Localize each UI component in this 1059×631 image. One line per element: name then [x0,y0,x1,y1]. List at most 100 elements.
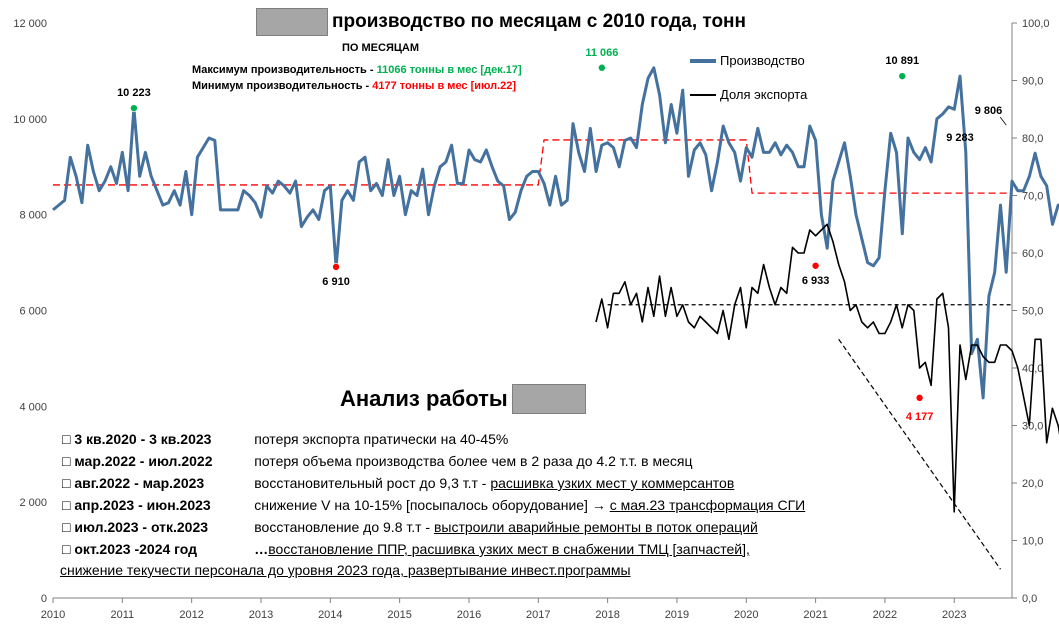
analysis-bullet: □ [62,431,71,447]
analysis-text: потеря экспорта пратически на 40-45% [254,431,509,447]
export-share-series-line [595,223,1059,513]
max-stat-value: 11066 тонны в мес [дек.17] [376,64,522,76]
redacted-company-name [256,8,328,36]
y-left-tick-label: 6 000 [19,306,47,318]
x-tick-label: 2010 [41,609,65,621]
y-left-tick-label: 8 000 [19,210,47,222]
legend-production-swatch [690,58,716,63]
analysis-bullet: □ [62,475,71,491]
analysis-text: снижение V на 10-15% [посыпалось оборудо… [254,497,606,513]
y-right-tick-label: 70,0 [1022,191,1043,203]
y-right-tick-label: 80,0 [1022,133,1043,145]
analysis-item-2: □ мар.2022 - июл.2022 потеря объема прои… [62,453,692,469]
analysis-bullet: □ [62,541,71,557]
production-series-line [52,66,1059,400]
analysis-period: апр.2023 - июн.2023 [74,497,211,513]
x-tick-label: 2021 [803,609,827,621]
analysis-text: восстановительный рост до 9,3 т.т - [254,475,487,491]
y-right-tick-label: 90,0 [1022,76,1043,88]
data-point-label: 10 223 [117,87,151,99]
data-point-label: 4 177 [906,411,934,423]
analysis-period: мар.2022 - июл.2022 [74,453,213,469]
y-right-tick-label: 0,0 [1022,593,1037,605]
min-stat-label: Минимум производительность - [192,80,370,92]
max-stat: Максимум производительность - 11066 тонн… [192,64,522,76]
analysis-heading: Анализ работы [340,384,586,414]
analysis-link: выстроили аварийные ремонты в поток опер… [433,519,758,535]
y-right-tick-label: 20,0 [1022,478,1043,490]
chart-subtitle: ПО МЕСЯЦАМ [342,42,420,54]
data-point-label: 9 283 [946,132,974,144]
analysis-period: окт.2023 -2024 год [74,541,198,557]
legend-export: Доля экспорта [690,87,807,102]
analysis-item-5: □ июл.2023 - отк.2023 восстановление до … [62,519,758,535]
chart-title: производство по месяцам с 2010 года, тон… [256,8,746,36]
trough-marker [811,261,820,270]
y-left-tick-label: 12 000 [13,18,47,30]
analysis-text: восстановление до 9.8 т.т - [254,519,431,535]
analysis-link: с мая.23 трансформация СГИ [609,497,806,513]
analysis-period: июл.2023 - отк.2023 [74,519,209,535]
y-left-tick-label: 10 000 [13,114,47,126]
x-tick-label: 2013 [249,609,273,621]
redacted-analysis-name [511,384,586,414]
x-tick-label: 2020 [734,609,758,621]
peak-marker [130,104,138,112]
y-left-tick-label: 4 000 [19,401,47,413]
legend-production: Производство [690,53,805,68]
analysis-text: … [254,541,269,557]
peak-marker [898,72,907,80]
legend-export-label: Доля экспорта [720,87,808,102]
legend-export-swatch [690,93,716,96]
trough-marker [332,263,340,271]
analysis-item-6-continued: снижение текучести персонала до уровня 2… [60,562,631,578]
y-left-tick-label: 0 [41,593,47,605]
y-right-tick-label: 60,0 [1022,248,1043,260]
min-stat-value: 4177 тонны в мес [июл.22] [372,80,517,92]
export-trend-line [838,338,1001,570]
analysis-title-text: Анализ работы [340,386,508,411]
data-point-label: 10 891 [885,55,919,67]
analysis-bullet: □ [62,453,71,469]
data-point-label: 6 910 [322,276,350,288]
analysis-text: потеря объема производства более чем в 2… [254,453,693,469]
x-tick-label: 2014 [318,609,342,621]
y-left-tick-label: 2 000 [19,497,47,509]
data-point-label: 6 933 [802,275,830,287]
average-production-line [53,139,1012,194]
x-tick-label: 2018 [595,609,619,621]
peak-marker [598,63,606,72]
data-label-leader [999,116,1007,126]
legend-production-label: Производство [720,53,805,68]
x-tick-label: 2016 [457,609,481,621]
x-tick-label: 2011 [110,609,134,621]
x-tick-label: 2019 [665,609,689,621]
analysis-period: авг.2022 - мар.2023 [74,475,205,491]
analysis-link: восстановление ППР, расшивка узких мест … [268,541,750,557]
x-tick-label: 2023 [942,609,966,621]
data-point-label: 9 806 [975,105,1003,117]
trough-marker [915,394,924,402]
analysis-item-6: □ окт.2023 -2024 год …восстановление ППР… [62,541,750,557]
max-stat-label: Максимум производительность - [192,64,374,76]
analysis-bullet: □ [62,497,71,513]
chart-title-text: производство по месяцам с 2010 года, тон… [332,11,747,32]
min-stat: Минимум производительность - 4177 тонны … [192,80,516,92]
y-right-tick-label: 50,0 [1022,306,1043,318]
x-tick-label: 2017 [526,609,550,621]
analysis-item-3: □ авг.2022 - мар.2023 восстановительный … [62,475,734,491]
analysis-bullet: □ [62,519,71,535]
y-right-tick-label: 30,0 [1022,421,1043,433]
y-right-tick-label: 10,0 [1022,536,1043,548]
data-point-label: 11 066 [585,47,618,59]
x-tick-label: 2015 [387,609,411,621]
analysis-item-1: □ 3 кв.2020 - 3 кв.2023 потеря экспорта … [62,431,508,447]
y-right-tick-label: 100,0 [1022,18,1050,30]
analysis-link: расшивка узких мест у коммерсантов [490,475,735,491]
analysis-item-4: □ апр.2023 - июн.2023 снижение V на 10-1… [62,497,805,513]
x-tick-label: 2012 [179,609,203,621]
x-tick-label: 2022 [873,609,897,621]
analysis-period: 3 кв.2020 - 3 кв.2023 [74,431,212,447]
